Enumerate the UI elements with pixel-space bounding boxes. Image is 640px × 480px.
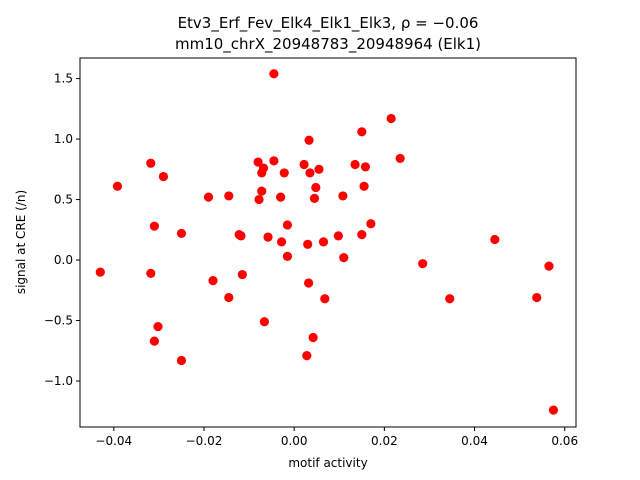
x-tick-label: 0.02 <box>371 434 398 448</box>
data-point <box>276 192 286 202</box>
data-point <box>320 294 330 304</box>
data-point <box>282 251 293 262</box>
data-point <box>311 182 321 193</box>
data-point <box>203 192 214 202</box>
chart-title-line1: Etv3_Erf_Fev_Elk4_Elk1_Elk3, ρ = −0.06 <box>178 14 479 33</box>
data-point <box>224 191 234 201</box>
y-tick-label: −0.5 <box>44 314 73 328</box>
data-point <box>269 156 279 166</box>
y-tick-label: 0.0 <box>54 253 73 267</box>
data-point <box>257 186 267 196</box>
data-point <box>395 153 405 164</box>
data-point <box>445 294 455 304</box>
x-tick-label: 0.00 <box>281 434 308 448</box>
data-point <box>318 237 329 247</box>
data-point <box>146 158 156 168</box>
data-point <box>302 351 312 361</box>
data-point <box>544 261 554 271</box>
data-point <box>279 168 289 178</box>
data-point <box>418 259 428 269</box>
chart-title-line2: mm10_chrX_20948783_20948964 (Elk1) <box>175 35 481 54</box>
data-point <box>112 181 123 191</box>
data-point <box>95 267 105 277</box>
data-point <box>303 239 313 249</box>
data-point <box>259 317 270 327</box>
data-points <box>95 69 559 415</box>
plot-frame <box>79 57 577 428</box>
data-point <box>282 220 293 230</box>
data-point <box>263 232 273 242</box>
data-point <box>548 405 559 415</box>
data-point <box>338 191 348 201</box>
x-tick-label: 0.06 <box>551 434 578 448</box>
data-point <box>304 278 314 288</box>
data-point <box>258 163 269 173</box>
data-point <box>149 336 159 346</box>
x-tick-label: −0.04 <box>95 434 132 448</box>
data-point <box>146 268 156 278</box>
data-point <box>276 237 287 247</box>
data-point <box>224 292 234 303</box>
y-axis-ticks: −1.0 −0.5 0.0 0.5 1.0 1.5 <box>44 72 80 388</box>
x-axis-label: motif activity <box>288 456 367 470</box>
data-point <box>269 69 279 79</box>
data-point <box>360 162 371 172</box>
data-point <box>357 230 367 240</box>
data-point <box>176 228 187 239</box>
data-point <box>386 113 396 124</box>
data-point <box>253 157 263 167</box>
data-point <box>237 269 247 280</box>
data-point <box>304 135 314 145</box>
data-point <box>359 181 369 191</box>
data-point <box>305 168 315 178</box>
y-tick-label: 0.5 <box>54 193 73 207</box>
data-point <box>149 221 159 231</box>
y-tick-label: 1.5 <box>54 72 73 86</box>
data-point <box>308 332 318 343</box>
data-point <box>350 159 360 170</box>
data-point <box>490 234 500 245</box>
x-tick-label: −0.02 <box>186 434 223 448</box>
data-point <box>236 231 246 241</box>
data-point <box>158 171 169 182</box>
data-point <box>208 276 218 286</box>
data-point <box>299 159 309 170</box>
data-point <box>254 194 264 205</box>
x-axis-ticks: −0.04 −0.02 0.00 0.02 0.04 0.06 <box>95 427 578 448</box>
data-point <box>357 127 367 137</box>
data-point <box>366 219 376 229</box>
y-axis-label: signal at CRE (/n) <box>14 190 28 294</box>
data-point <box>309 193 320 203</box>
data-point <box>176 355 187 366</box>
x-tick-label: 0.04 <box>461 434 488 448</box>
data-point <box>339 253 349 263</box>
data-point <box>153 321 163 332</box>
y-tick-label: −1.0 <box>44 374 73 388</box>
y-tick-label: 1.0 <box>54 132 73 146</box>
data-point <box>333 231 343 241</box>
data-point <box>532 292 542 303</box>
data-point <box>314 164 324 174</box>
